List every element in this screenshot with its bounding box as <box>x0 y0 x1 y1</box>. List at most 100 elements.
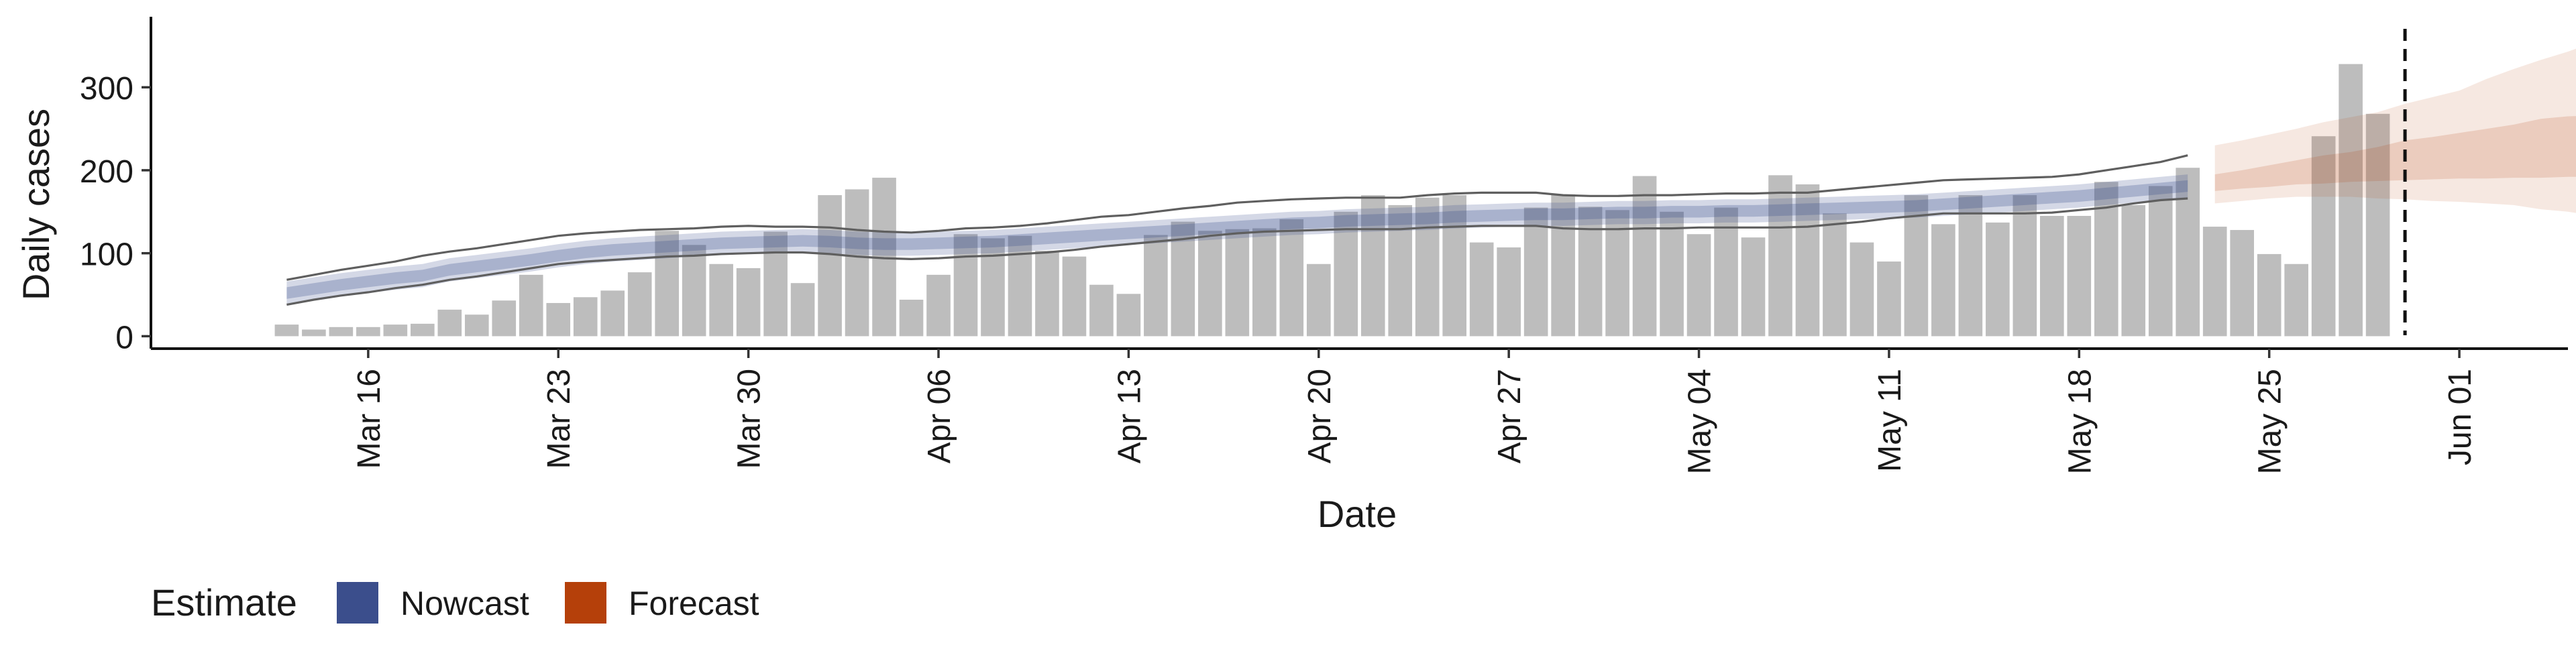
bar <box>1931 224 1955 337</box>
bar <box>274 325 299 337</box>
x-tick-label: Mar 23 <box>541 369 577 469</box>
bar <box>1198 231 1222 337</box>
y-axis-title: Daily cases <box>15 109 57 300</box>
bar <box>600 290 625 337</box>
bar <box>682 245 706 337</box>
bar <box>2311 136 2336 337</box>
lines-layer <box>286 29 2407 335</box>
bar <box>1551 194 1575 337</box>
bar <box>1415 197 1440 337</box>
bar <box>1768 175 1792 337</box>
bar <box>1035 250 1059 337</box>
bars-layer <box>274 64 2390 337</box>
bar <box>1306 263 1331 337</box>
bar <box>2257 253 2282 337</box>
bar <box>356 327 380 337</box>
bar <box>1904 195 1929 337</box>
bar <box>845 189 869 337</box>
bar <box>1523 207 1548 337</box>
bar <box>2230 230 2255 337</box>
bar <box>818 195 842 337</box>
bar <box>302 329 326 337</box>
bar <box>2040 216 2064 337</box>
bar <box>2067 216 2092 337</box>
y-tick-label: 100 <box>80 237 133 273</box>
bar <box>1660 211 1684 337</box>
bar <box>1497 247 1521 337</box>
x-tick-label: May 25 <box>2253 369 2288 474</box>
x-tick-label: Apr 27 <box>1492 369 1527 463</box>
bar <box>1795 184 1820 337</box>
bar <box>573 297 598 337</box>
y-tick-label: 300 <box>80 71 133 107</box>
bar <box>1823 213 1847 337</box>
bar <box>2121 204 2146 337</box>
bar <box>519 274 543 337</box>
bar <box>1686 234 1711 337</box>
bar <box>1958 195 1983 337</box>
bar <box>899 299 924 337</box>
bar <box>437 309 462 337</box>
bar <box>2284 263 2308 337</box>
bar <box>790 283 815 337</box>
bar <box>383 325 408 337</box>
legend-swatch-nowcast <box>337 582 378 624</box>
bar <box>2365 113 2390 337</box>
bar <box>1877 261 1901 337</box>
bar <box>1225 229 1250 337</box>
bar <box>1714 207 1738 337</box>
bar <box>1605 210 1629 337</box>
legend-label-forecast: Forecast <box>629 585 759 622</box>
legend-swatch-forecast <box>565 582 606 624</box>
bar <box>627 272 652 337</box>
nowcast-band-90 <box>286 174 2188 305</box>
legend-title: Estimate <box>151 581 297 624</box>
bar <box>1849 242 1874 337</box>
y-tick-label: 200 <box>80 154 133 190</box>
x-tick-label: May 11 <box>1872 369 1908 472</box>
bar <box>1116 294 1141 337</box>
bar <box>1089 284 1114 337</box>
bar <box>1469 242 1494 337</box>
bar <box>953 234 978 337</box>
bar <box>2148 186 2173 337</box>
bar <box>1578 207 1603 337</box>
bar <box>1252 228 1277 337</box>
x-tick-label: May 04 <box>1682 369 1718 474</box>
y-tick-label: 0 <box>115 320 133 355</box>
bar <box>492 300 517 337</box>
axes-layer: 0 100 200 300 Mar 16 Mar 23 Mar 30 Apr 06 Apr 13… <box>80 17 2568 474</box>
bar <box>1144 235 1168 337</box>
forecast-band-50 <box>2214 116 2576 191</box>
bar <box>411 323 435 337</box>
bar <box>2176 168 2200 337</box>
x-tick-label: Apr 13 <box>1112 369 1147 463</box>
bar <box>1388 204 1413 337</box>
x-axis-title: Date <box>1318 493 1397 535</box>
legend: Estimate Nowcast Forecast <box>151 581 759 624</box>
bar <box>464 314 489 337</box>
bar <box>1062 256 1087 337</box>
bar <box>655 231 679 337</box>
bar <box>763 231 788 337</box>
bar <box>1442 195 1467 337</box>
nowcast-band-50 <box>286 180 2188 299</box>
bar <box>2202 227 2227 337</box>
lower-line <box>286 197 2188 306</box>
x-tick-label: Jun 01 <box>2443 369 2478 465</box>
x-tick-label: Mar 30 <box>732 369 767 469</box>
bar <box>1741 237 1766 337</box>
x-tick-label: Mar 16 <box>352 369 387 469</box>
bar <box>709 263 733 337</box>
bar <box>546 302 571 337</box>
x-tick-label: Apr 20 <box>1302 369 1338 463</box>
bar <box>736 268 761 337</box>
forecast-band-90 <box>2214 48 2576 213</box>
legend-label-nowcast: Nowcast <box>400 585 529 622</box>
bar <box>1334 211 1358 337</box>
bar <box>2012 195 2037 337</box>
bar <box>926 274 951 337</box>
bar <box>1632 176 1657 337</box>
